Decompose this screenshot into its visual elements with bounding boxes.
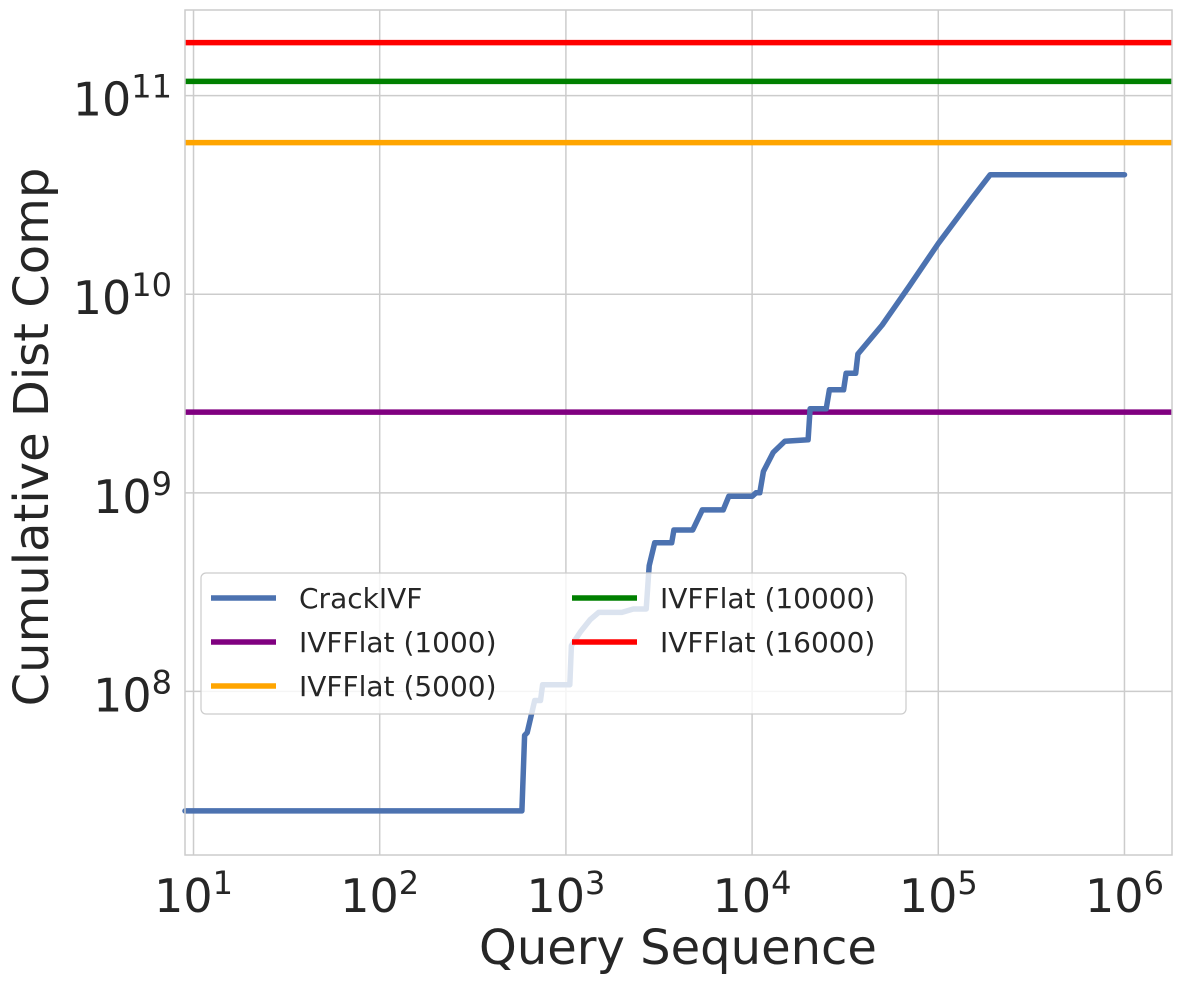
x-tick-exponent: 5 [957,864,977,902]
y-tick-exponent: 11 [131,68,172,106]
legend-label-4: IVFFlat (16000) [660,626,875,659]
x-tick-label-4: 105 [899,864,978,923]
x-tick-label-2: 103 [526,864,605,923]
legend-label-2: IVFFlat (5000) [299,670,497,703]
x-tick-label-1: 102 [340,864,419,923]
x-tick-exponent: 6 [1144,864,1164,902]
legend-label-3: IVFFlat (10000) [660,582,875,615]
y-tick-label-0: 108 [93,663,172,722]
y-axis-label: Cumulative Dist Comp [4,168,60,707]
x-tick-label-3: 104 [713,864,792,923]
series-lines [182,39,1172,814]
y-tick-base: 10 [73,271,132,325]
plot-background [185,10,1172,855]
y-tick-exponent: 8 [152,663,172,701]
x-tick-base: 10 [526,869,585,923]
x-tick-base: 10 [1085,869,1144,923]
y-tick-label-1: 109 [93,465,172,524]
y-tick-exponent: 9 [152,465,172,503]
plot-frame [184,9,1173,856]
x-tick-label-5: 106 [1085,864,1164,923]
x-tick-exponent: 1 [213,864,233,902]
y-tick-label-2: 1010 [73,266,172,325]
y-tick-base: 10 [73,73,132,127]
y-tick-exponent: 10 [131,266,172,304]
legend-box [200,572,907,715]
x-tick-base: 10 [340,869,399,923]
legend-label-1: IVFFlat (1000) [299,626,497,659]
x-tick-label-0: 101 [154,864,233,923]
y-tick-base: 10 [93,668,152,722]
y-tick-base: 10 [93,470,152,524]
x-axis-label: Query Sequence [479,920,877,976]
x-tick-base: 10 [713,869,772,923]
y-tick-label-3: 1011 [73,68,172,127]
x-tick-exponent: 2 [399,864,419,902]
x-tick-base: 10 [154,869,213,923]
x-tick-base: 10 [899,869,958,923]
x-tick-exponent: 3 [585,864,605,902]
legend-label-0: CrackIVF [299,582,422,615]
x-tick-exponent: 4 [771,864,791,902]
legend: CrackIVF IVFFlat (1000) IVFFlat (5000) IVFF… [200,572,907,715]
